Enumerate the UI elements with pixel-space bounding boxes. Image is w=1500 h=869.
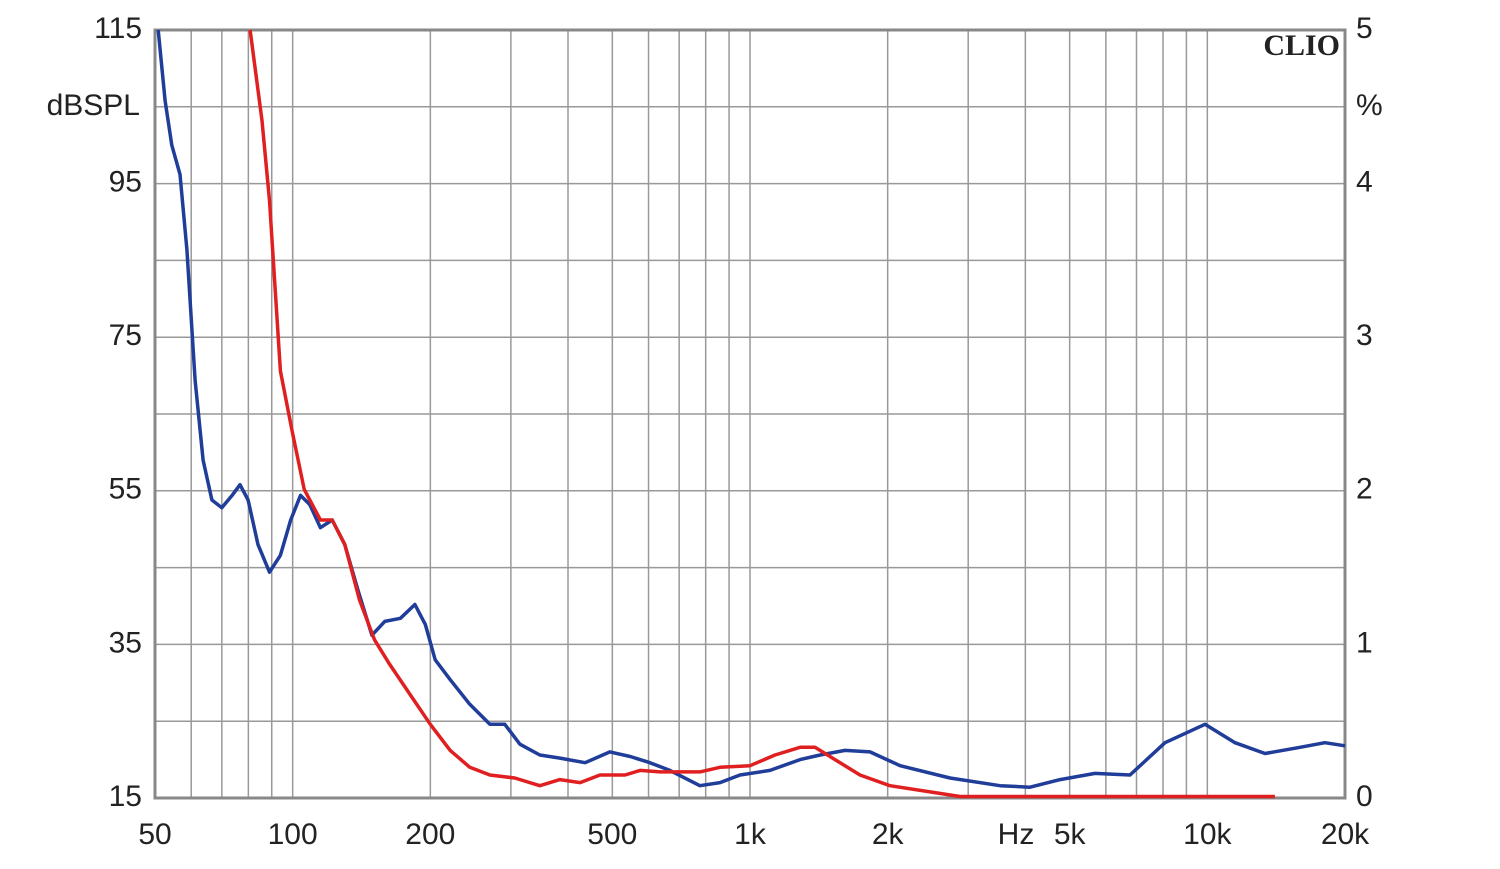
plot-frame [153,28,1347,800]
y2-axis-label: % [1356,89,1383,122]
x-tick-label: 2k [872,818,905,851]
y2-tick-label: 0 [1356,780,1373,813]
series-line [248,29,1275,799]
x-tick-label: 5k [1054,818,1087,851]
x-tick-label: 20k [1321,818,1370,851]
x-tick-label: 50 [138,818,171,851]
y2-tick-label: 5 [1356,12,1373,45]
x-tick-label: 1k [734,818,767,851]
y-tick-label: 35 [109,626,142,659]
x-tick-label: 100 [268,818,318,851]
x-axis-label: Hz [998,818,1035,851]
x-tick-label: 10k [1183,818,1232,851]
brand: CLIO [1263,29,1340,62]
y-tick-label: 95 [109,166,142,199]
y-tick-label: 15 [109,780,142,813]
y2-tick-label: 3 [1356,319,1373,352]
y2-tick-label: 1 [1356,626,1373,659]
y2-tick-label: 2 [1356,473,1373,506]
y-tick-label: 55 [109,473,142,506]
y-axis-label: dBSPL [47,89,140,122]
x-tick-label: 200 [405,818,455,851]
y2-tick-label: 4 [1356,166,1373,199]
x-tick-label: 500 [587,818,637,851]
series-line [156,29,1346,789]
y-tick-label: 75 [109,319,142,352]
y-tick-label: 115 [94,12,142,45]
